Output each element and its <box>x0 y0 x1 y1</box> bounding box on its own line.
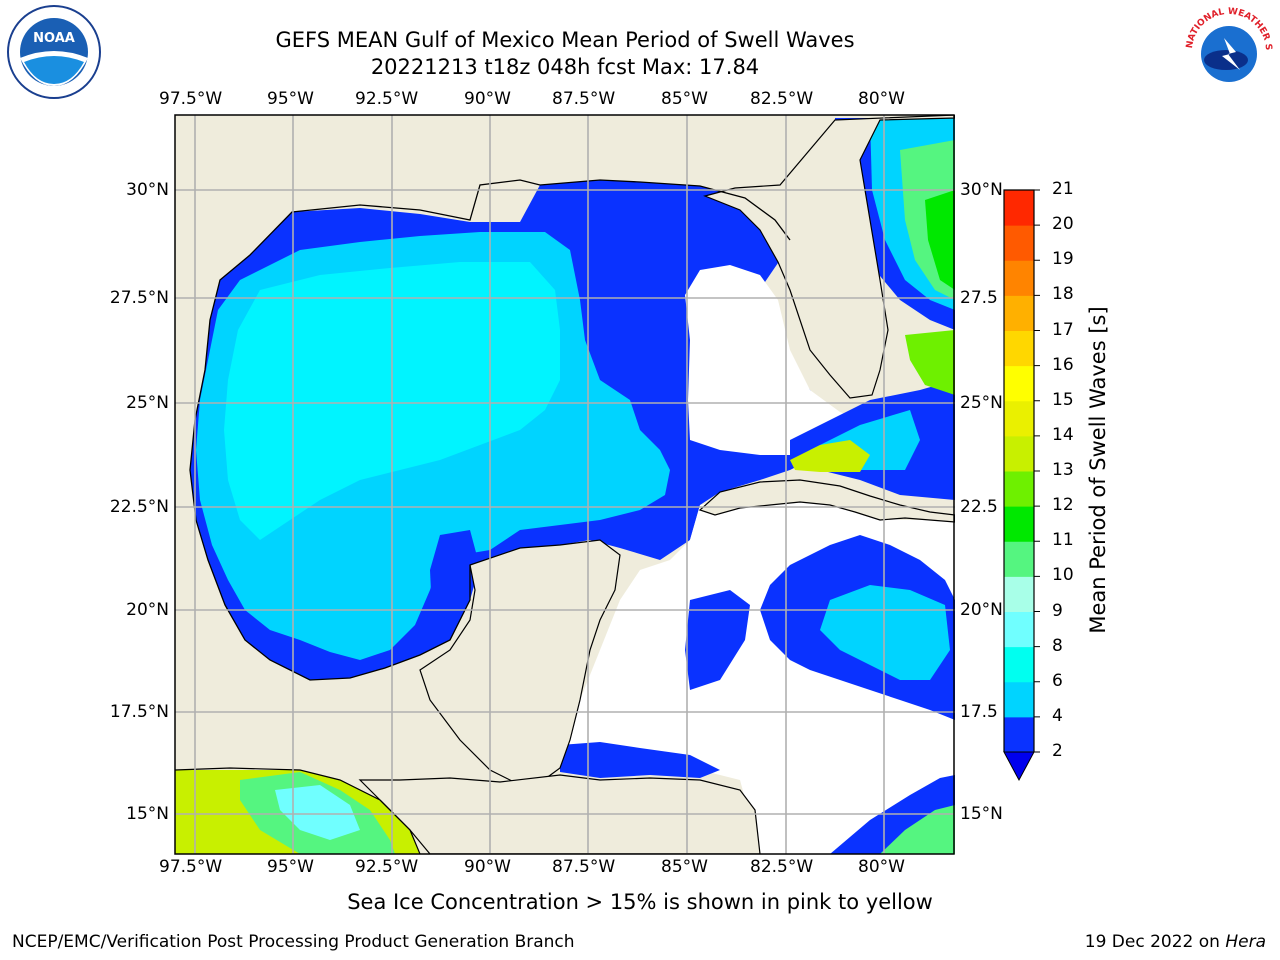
lon-tick-top-0: 97.5°W <box>159 89 223 109</box>
lat-tick-left-2: 25°N <box>126 393 169 413</box>
lat-tick-left-4: 20°N <box>126 600 169 620</box>
swell-patch-campeche <box>430 530 478 620</box>
map-gridlines <box>175 115 955 854</box>
colorbar-tick-label: 10 <box>1052 565 1074 586</box>
map-frame <box>174 114 955 855</box>
swell-patch-caribbean-se-green <box>880 805 955 854</box>
lat-tick-right-3: 22.5 <box>960 497 998 517</box>
map-title: GEFS MEAN Gulf of Mexico Mean Period of … <box>275 28 855 52</box>
colorbar-segment <box>1004 260 1034 296</box>
lat-tick-left-5: 17.5°N <box>109 702 169 722</box>
lat-tick-left-3: 22.5°N <box>109 497 169 517</box>
colorbar-tick-label: 17 <box>1052 319 1074 340</box>
lat-tick-right-1: 27.5 <box>960 288 998 308</box>
lat-tick-left-0: 30°N <box>126 180 169 200</box>
footer-host: Hera <box>1225 932 1266 952</box>
colorbar-tick-label: 19 <box>1052 249 1074 270</box>
svg-text:NOAA: NOAA <box>33 31 75 46</box>
yucatan-land <box>419 539 621 791</box>
lon-tick-bottom-0: 97.5°W <box>159 857 223 877</box>
lat-tick-right-0: 30°N <box>960 180 1003 200</box>
lon-tick-top-6: 82.5°W <box>750 89 814 109</box>
footer-date: 19 Dec 2022 on Hera <box>1085 932 1266 952</box>
colorbar-tick-label: 12 <box>1052 495 1074 516</box>
colorbar-segment <box>1004 190 1034 226</box>
swell-straits-yellowgreen <box>790 440 870 472</box>
lon-tick-bottom-6: 82.5°W <box>750 857 814 877</box>
colorbar-tick-label: 15 <box>1052 389 1074 410</box>
colorbar-segment <box>1004 330 1034 367</box>
lon-tick-top-1: 95°W <box>267 89 314 109</box>
noaa-logo: NOAA <box>7 5 101 99</box>
swell-panama-lightcyan <box>275 785 360 840</box>
colorbar-segment <box>1004 611 1034 648</box>
lon-tick-bottom-1: 95°W <box>267 857 314 877</box>
northern-gulf-coastline <box>189 179 791 521</box>
colorbar-tick-label: 20 <box>1052 214 1074 235</box>
swell-patch-caribbean-east-light <box>820 585 950 680</box>
swell-bahamas-green <box>905 330 955 395</box>
colorbar-tick-label: 6 <box>1052 670 1063 691</box>
cuba-land <box>698 479 955 523</box>
swell-patch-honduras <box>560 742 720 778</box>
colorbar-tick-label: 8 <box>1052 635 1063 656</box>
colorbar-tick-label: 13 <box>1052 460 1074 480</box>
colorbar-tick-label: 18 <box>1052 284 1074 305</box>
colorbar-segment <box>1004 400 1034 437</box>
lon-tick-top-4: 87.5°W <box>552 89 616 109</box>
colorbar-title: Mean Period of Swell Waves [s] <box>1086 306 1110 634</box>
lat-tick-right-5: 17.5 <box>960 702 998 722</box>
lon-tick-top-3: 90°W <box>464 89 511 109</box>
colorbar-segment <box>1004 435 1034 472</box>
lat-tick-right-2: 25°N <box>960 393 1003 413</box>
colorbar-tick-label: 11 <box>1052 530 1074 551</box>
colorbar-tick-label: 14 <box>1052 424 1074 445</box>
map-subtitle: 20221213 t18z 048h fcst Max: 17.84 <box>370 55 760 79</box>
lon-tick-bottom-4: 87.5°W <box>552 857 616 877</box>
lon-tick-bottom-3: 90°W <box>464 857 511 877</box>
footer-credit: NCEP/EMC/Verification Post Processing Pr… <box>12 932 575 952</box>
colorbar-segment <box>1004 295 1034 331</box>
nodata-florida-shelf <box>685 265 870 455</box>
lat-tick-right-6: 15°N <box>960 804 1003 824</box>
lat-tick-right-4: 20°N <box>960 600 1003 620</box>
colorbar-segment <box>1004 646 1034 683</box>
sea-ice-caption: Sea Ice Concentration > 15% is shown in … <box>347 890 933 914</box>
footer-date-text: 19 Dec 2022 on <box>1084 932 1226 952</box>
colorbar-segment <box>1004 365 1034 402</box>
colorbar-tick-label: 4 <box>1052 705 1063 726</box>
lon-tick-top-7: 80°W <box>858 89 905 109</box>
colorbar-segment <box>1004 471 1034 507</box>
panama-coast <box>175 767 421 854</box>
colorbar <box>1003 189 1040 782</box>
nws-logo: NATIONAL WEATHER SERVICE <box>1180 2 1275 97</box>
colorbar-segment <box>1004 225 1034 261</box>
colorbar-tick-label: 9 <box>1052 600 1063 621</box>
lon-tick-top-5: 85°W <box>661 89 708 109</box>
colorbar-tick-label: 16 <box>1052 354 1074 375</box>
mexico-coastline <box>195 519 471 681</box>
colorbar-segment <box>1004 716 1034 753</box>
swell-patch-caribbean-west <box>685 590 750 690</box>
colorbar-segment <box>1004 681 1034 718</box>
colorbar-segment <box>1004 506 1034 542</box>
swell-atlantic-bright <box>925 190 955 290</box>
colorbar-extend-triangle <box>1003 751 1035 782</box>
lon-tick-bottom-7: 80°W <box>858 857 905 877</box>
lon-tick-bottom-2: 92.5°W <box>355 857 419 877</box>
colorbar-tick-label: 2 <box>1052 741 1063 761</box>
lon-tick-bottom-5: 85°W <box>661 857 708 877</box>
lon-tick-top-2: 92.5°W <box>355 89 419 109</box>
lat-tick-left-6: 15°N <box>126 804 169 824</box>
colorbar-tick-label: 21 <box>1052 179 1074 199</box>
lat-tick-left-1: 27.5°N <box>109 288 169 308</box>
colorbar-segment <box>1004 541 1034 577</box>
colorbar-segment <box>1004 576 1034 612</box>
